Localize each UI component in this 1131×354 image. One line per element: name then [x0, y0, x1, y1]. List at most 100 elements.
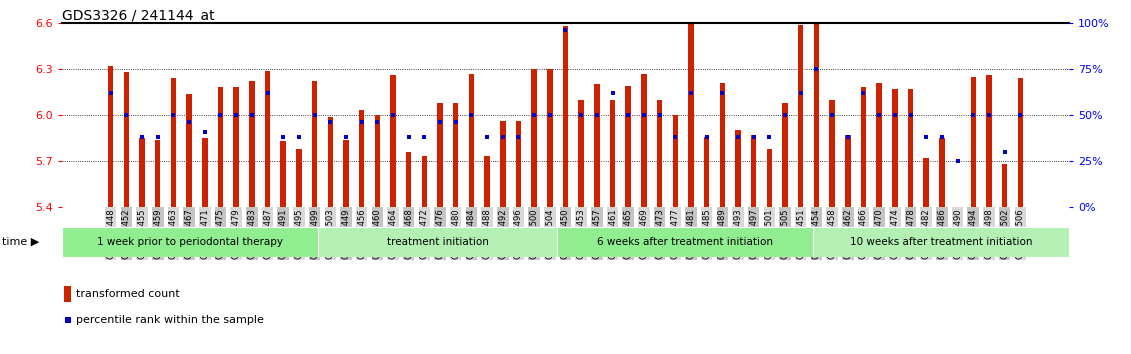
Point: [399, 134, 417, 140]
Bar: [594, 84, 599, 207]
Bar: [970, 77, 976, 207]
Bar: [468, 74, 474, 207]
Bar: [328, 116, 333, 207]
Point: [604, 90, 622, 96]
Bar: [516, 121, 521, 207]
Point: [949, 158, 967, 164]
Point: [808, 66, 826, 72]
Point: [823, 112, 841, 118]
Bar: [783, 103, 788, 207]
Point: [196, 129, 214, 135]
Bar: [374, 115, 380, 207]
Point: [870, 112, 888, 118]
Point: [463, 112, 481, 118]
Bar: [563, 26, 568, 207]
Bar: [1018, 78, 1024, 207]
Bar: [673, 115, 677, 207]
Bar: [908, 89, 913, 207]
Point: [180, 120, 198, 125]
Point: [839, 134, 857, 140]
Bar: [751, 135, 757, 207]
Point: [792, 90, 810, 96]
Text: 6 weeks after treatment initiation: 6 weeks after treatment initiation: [597, 236, 772, 247]
Point: [305, 112, 323, 118]
Point: [290, 134, 308, 140]
Bar: [986, 75, 992, 207]
Bar: [877, 83, 882, 207]
Bar: [813, 5, 819, 207]
Bar: [249, 81, 254, 207]
Point: [274, 134, 292, 140]
Point: [525, 112, 543, 118]
Point: [588, 112, 606, 118]
Bar: [657, 100, 663, 207]
Bar: [139, 138, 145, 207]
Point: [729, 134, 748, 140]
Text: GDS3326 / 241144_at: GDS3326 / 241144_at: [62, 9, 215, 23]
Bar: [218, 87, 223, 207]
Bar: [187, 93, 192, 207]
Bar: [265, 70, 270, 207]
Point: [494, 134, 512, 140]
Bar: [312, 81, 318, 207]
Bar: [500, 121, 506, 207]
Point: [59, 318, 77, 323]
Text: treatment initiation: treatment initiation: [387, 236, 489, 247]
Bar: [406, 152, 412, 207]
Point: [337, 134, 355, 140]
Bar: [390, 75, 396, 207]
Point: [760, 134, 778, 140]
Bar: [845, 135, 851, 207]
Point: [148, 134, 166, 140]
Bar: [343, 139, 348, 207]
Bar: [813, 227, 1069, 257]
Point: [682, 90, 700, 96]
Point: [917, 134, 935, 140]
Point: [1011, 112, 1029, 118]
Point: [572, 112, 590, 118]
Text: 10 weeks after treatment initiation: 10 weeks after treatment initiation: [849, 236, 1033, 247]
Bar: [798, 24, 803, 207]
Point: [353, 120, 371, 125]
Point: [995, 149, 1013, 155]
Bar: [359, 110, 364, 207]
Bar: [735, 130, 741, 207]
Point: [509, 134, 527, 140]
Point: [243, 112, 261, 118]
Point: [634, 112, 653, 118]
Bar: [532, 69, 537, 207]
Point: [259, 90, 277, 96]
Point: [714, 90, 732, 96]
Bar: [233, 87, 239, 207]
Bar: [719, 83, 725, 207]
Bar: [1002, 164, 1008, 207]
Bar: [318, 227, 556, 257]
Bar: [829, 100, 835, 207]
Bar: [892, 89, 898, 207]
Point: [447, 120, 465, 125]
Point: [776, 112, 794, 118]
Bar: [703, 137, 709, 207]
Bar: [641, 74, 647, 207]
Bar: [64, 286, 71, 302]
Text: percentile rank within the sample: percentile rank within the sample: [76, 315, 264, 325]
Bar: [610, 100, 615, 207]
Point: [102, 90, 120, 96]
Bar: [438, 103, 442, 207]
Point: [965, 112, 983, 118]
Bar: [155, 139, 161, 207]
Bar: [689, 23, 693, 207]
Point: [556, 28, 575, 33]
Point: [650, 112, 668, 118]
Bar: [107, 66, 113, 207]
Point: [979, 112, 998, 118]
Point: [744, 134, 762, 140]
Point: [854, 90, 872, 96]
Bar: [861, 87, 866, 207]
Bar: [556, 227, 813, 257]
Point: [886, 112, 904, 118]
Point: [415, 134, 433, 140]
Bar: [171, 78, 176, 207]
Point: [933, 134, 951, 140]
Bar: [123, 72, 129, 207]
